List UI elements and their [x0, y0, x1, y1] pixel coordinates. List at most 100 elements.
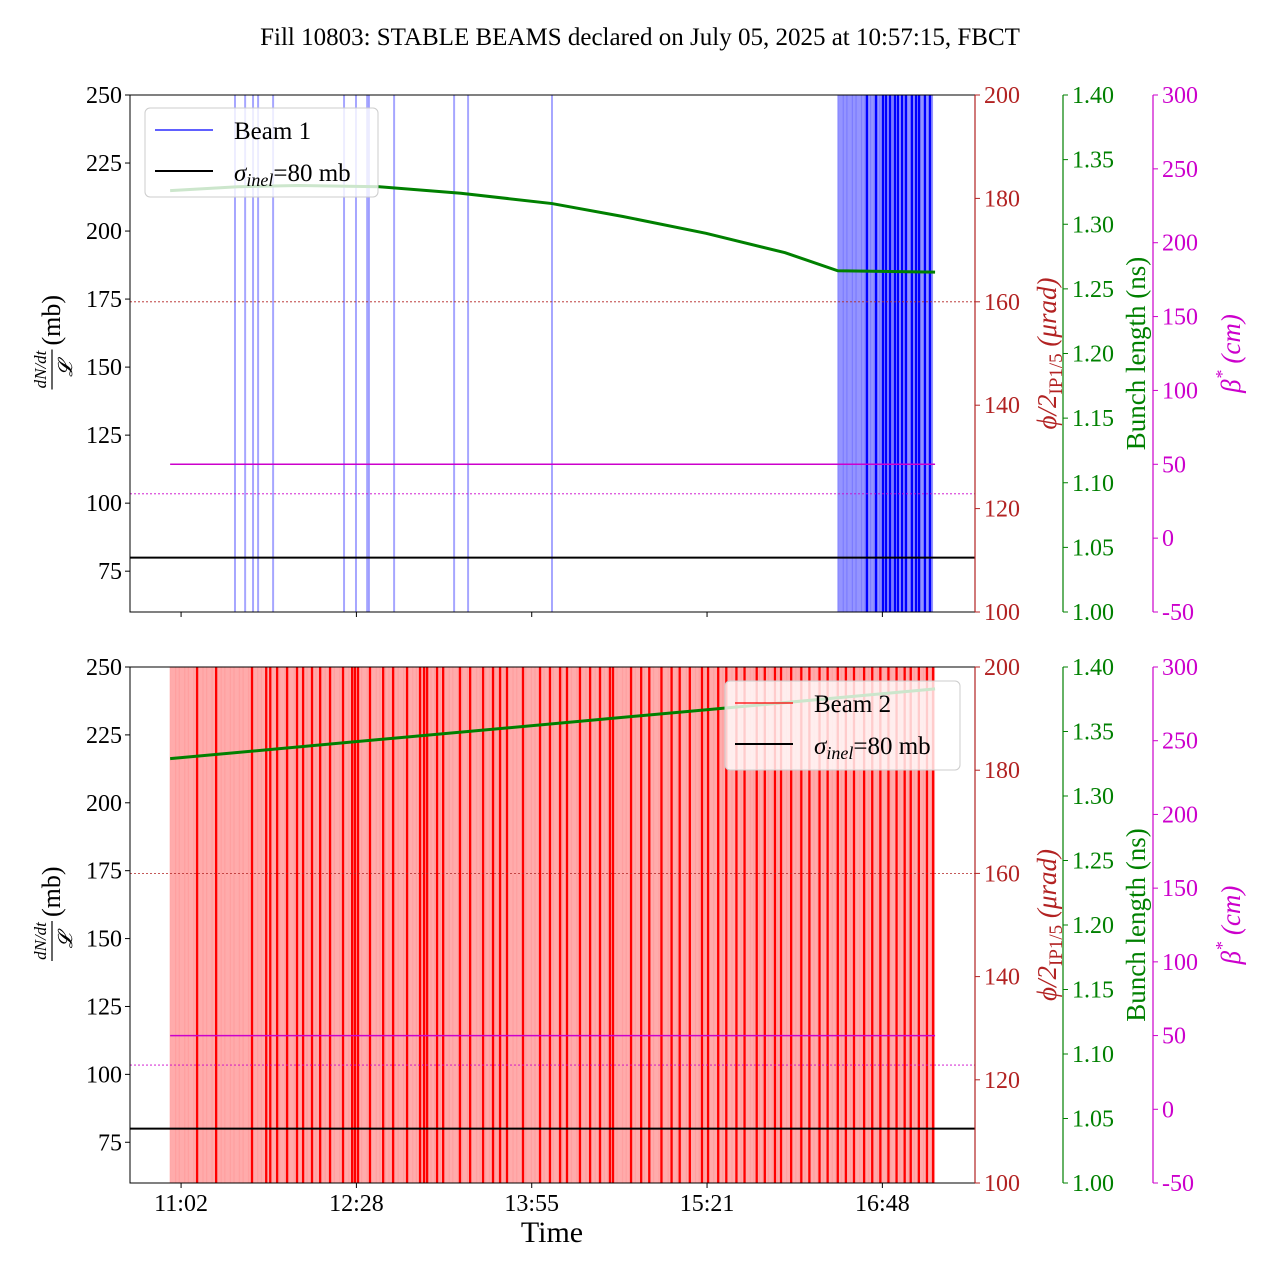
beta-label-sup: * [1212, 370, 1232, 379]
left-tick-label: 100 [86, 491, 122, 517]
plot-area [130, 95, 975, 612]
bunch-tick-label: 1.30 [1072, 212, 1114, 238]
legend-sigma-label: σinel=80 mb [814, 733, 931, 763]
phi-label-unit: (μrad) [1032, 278, 1062, 354]
x-tick-label: 13:55 [504, 1191, 559, 1217]
left-tick-label: 250 [86, 83, 122, 109]
phi-tick-label: 160 [984, 861, 1020, 887]
left-label-unit: (mb) [37, 295, 66, 346]
left-tick-label: 75 [98, 559, 122, 585]
left-label-numerator: dN/dt [31, 349, 50, 388]
bunch-tick-label: 1.00 [1072, 600, 1114, 626]
beta-tick-label: 0 [1162, 1097, 1174, 1123]
beta-tick-label: 100 [1162, 378, 1198, 404]
bunch-tick-label: 1.20 [1072, 913, 1114, 939]
phi-tick-label: 120 [984, 1068, 1020, 1094]
beta-axis-label: β* (cm) [1212, 886, 1246, 966]
bunch-tick-label: 1.25 [1072, 849, 1114, 875]
left-tick-label: 200 [86, 791, 122, 817]
phi-tick-label: 200 [984, 83, 1020, 109]
phi-tick-label: 160 [984, 290, 1020, 316]
beta-tick-label: 100 [1162, 950, 1198, 976]
phi-tick-label: 200 [984, 655, 1020, 681]
x-tick-label: 12:28 [329, 1191, 384, 1217]
sigma-value: =80 mb [273, 160, 350, 187]
sigma-symbol: σ [814, 733, 828, 760]
phi-tick-label: 180 [984, 758, 1020, 784]
chart-title: Fill 10803: STABLE BEAMS declared on Jul… [260, 24, 1020, 51]
x-tick-label: 15:21 [680, 1191, 735, 1217]
left-label-unit: (mb) [37, 866, 66, 917]
phi-tick-label: 100 [984, 600, 1020, 626]
beta-tick-label: 0 [1162, 526, 1174, 552]
beta-label-sup: * [1212, 942, 1232, 951]
left-tick-label: 150 [86, 927, 122, 953]
legend-beam1: Beam 1 σinel=80 mb [144, 107, 379, 198]
bunch-axis-label: Bunch length (ns) [1121, 257, 1151, 450]
left-label-denominator: 𝓛 [55, 928, 77, 948]
beta-tick-label: 150 [1162, 305, 1198, 331]
beta-tick-label: 300 [1162, 83, 1198, 109]
sigma-subscript: inel [826, 743, 853, 763]
left-axis-label: dN/dt 𝓛 (mb) [31, 866, 77, 961]
bunch-tick-label: 1.15 [1072, 978, 1114, 1004]
phi-tick-label: 100 [984, 1171, 1020, 1197]
phi-axis-label: ϕ/2IP1/5 (μrad) [1032, 278, 1067, 430]
bunch-tick-label: 1.00 [1072, 1171, 1114, 1197]
left-tick-label: 125 [86, 423, 122, 449]
bunch-tick-label: 1.30 [1072, 784, 1114, 810]
phi-tick-label: 140 [984, 393, 1020, 419]
legend-beam-label: Beam 2 [814, 691, 891, 718]
phi-axis-label: ϕ/2IP1/5 (μrad) [1032, 849, 1067, 1001]
bunch-tick-label: 1.35 [1072, 720, 1114, 746]
beta-label-main: β [1216, 379, 1246, 394]
bunch-tick-label: 1.35 [1072, 148, 1114, 174]
phi-tick-label: 140 [984, 965, 1020, 991]
beta-label-unit: (cm) [1216, 886, 1246, 942]
bunch-tick-label: 1.40 [1072, 83, 1114, 109]
phi-label-main: ϕ/2 [1032, 395, 1062, 430]
beta-tick-label: 50 [1162, 452, 1186, 478]
beta-label-unit: (cm) [1216, 314, 1246, 370]
left-tick-label: 150 [86, 355, 122, 381]
x-axis-label: Time [521, 1216, 583, 1249]
phi-label-sub: IP1/5 [1046, 925, 1067, 966]
beta-tick-label: 250 [1162, 157, 1198, 183]
bunch-tick-label: 1.25 [1072, 277, 1114, 303]
beta-tick-label: 150 [1162, 876, 1198, 902]
left-tick-label: 175 [86, 859, 122, 885]
phi-tick-label: 120 [984, 497, 1020, 523]
x-tick-label: 16:48 [855, 1191, 910, 1217]
beta-tick-label: 250 [1162, 729, 1198, 755]
left-tick-label: 75 [98, 1130, 122, 1156]
left-tick-label: 175 [86, 287, 122, 313]
beta-tick-label: 50 [1162, 1024, 1186, 1050]
beta-tick-label: 200 [1162, 231, 1198, 257]
left-tick-label: 100 [86, 1062, 122, 1088]
bunch-tick-label: 1.05 [1072, 1107, 1114, 1133]
left-tick-label: 200 [86, 219, 122, 245]
left-tick-label: 125 [86, 994, 122, 1020]
legend-beam2: Beam 2 σinel=80 mb [724, 680, 961, 771]
beta-axis-label: β* (cm) [1212, 314, 1246, 394]
beta-tick-label: 200 [1162, 802, 1198, 828]
panel-beam1: 75 100 125 150 175 200 225 250 100 120 140 160 180 20… [31, 83, 1246, 626]
bunch-tick-label: 1.05 [1072, 535, 1114, 561]
phi-label-sub: IP1/5 [1046, 353, 1067, 394]
sigma-value: =80 mb [853, 733, 930, 760]
left-label-denominator: 𝓛 [55, 357, 77, 377]
sigma-symbol: σ [234, 160, 248, 187]
beta-tick-label: 300 [1162, 655, 1198, 681]
bunch-tick-label: 1.10 [1072, 471, 1114, 497]
bunch-tick-label: 1.15 [1072, 406, 1114, 432]
left-tick-label: 225 [86, 723, 122, 749]
bunch-axis-label: Bunch length (ns) [1121, 828, 1151, 1021]
panel-beam2: 75 100 125 150 175 200 225 250 11:02 12:28 13:55 15… [31, 655, 1246, 1217]
sigma-subscript: inel [246, 170, 273, 190]
left-tick-label: 225 [86, 151, 122, 177]
legend-beam-label: Beam 1 [234, 118, 311, 145]
beta-tick-label: -50 [1162, 1171, 1194, 1197]
left-label-numerator: dN/dt [31, 921, 50, 960]
bunch-tick-label: 1.20 [1072, 342, 1114, 368]
